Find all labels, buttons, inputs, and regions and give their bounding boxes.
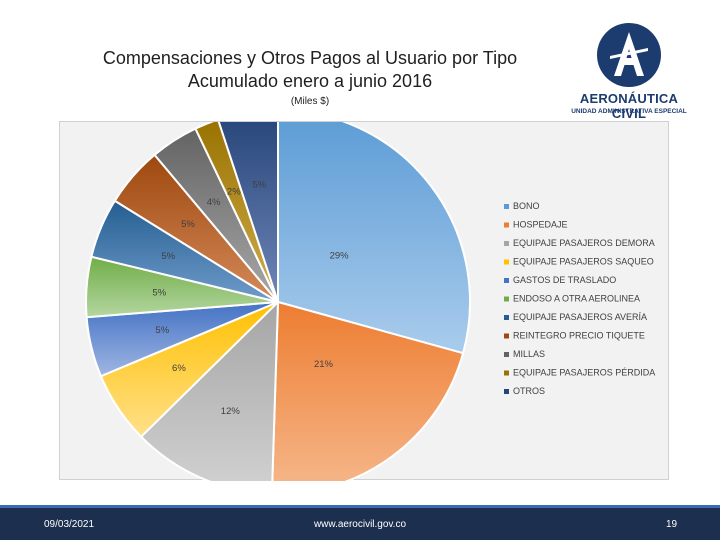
logo-subtitle: UNIDAD ADMINISTRATIVA ESPECIAL (571, 108, 687, 115)
legend-label: REINTEGRO PRECIO TIQUETE (513, 331, 645, 341)
pie-data-label: 5% (152, 288, 166, 299)
pie-slice-hospedaje (271, 300, 465, 481)
legend-label: HOSPEDAJE (513, 220, 568, 230)
pie-data-label: 2% (227, 187, 241, 198)
legend-swatch (504, 204, 509, 209)
pie-data-label: 21% (314, 359, 334, 370)
legend-label: EQUIPAJE PASAJEROS AVERÍA (513, 312, 647, 322)
legend-swatch (504, 296, 509, 302)
legend-label: GASTOS DE TRASLADO (513, 275, 616, 285)
pie-data-label: 4% (207, 197, 221, 208)
legend-swatch (504, 333, 509, 339)
legend-label: EQUIPAJE PASAJEROS SAQUEO (513, 257, 654, 267)
legend-swatch (504, 259, 509, 265)
legend-label: ENDOSO A OTRA AEROLINEA (513, 294, 640, 304)
pie-chart: 29% 21% 12% 6% 5% 5% 5% 5% 4% 2% 5% BONO HOSPEDAJE E… (85, 122, 655, 481)
chart-panel: 29% 21% 12% 6% 5% 5% 5% 5% 4% 2% 5% BONO HOSPEDAJE E… (59, 121, 669, 481)
pie-slice-equipaje-pasajeros-perdida (194, 122, 279, 303)
pie-data-label: 5% (181, 219, 195, 230)
footer-bar: 09/03/2021 www.aerocivil.gov.co 19 (0, 505, 720, 540)
pie-data-label: 5% (161, 251, 175, 262)
aerocivil-logo: AERONÁUTICA CIVIL UNIDAD ADMINISTRATIVA … (566, 22, 692, 122)
legend-label: EQUIPAJE PASAJEROS DEMORA (513, 238, 655, 248)
legend-swatch (504, 370, 509, 376)
pie-slice-otros (217, 122, 279, 303)
footer-page-number: 19 (666, 519, 678, 530)
chart-subtitle: (Miles $) (290, 96, 330, 107)
legend-swatch (504, 222, 509, 228)
pie-data-label: 12% (221, 406, 241, 417)
footer-stripe (0, 505, 720, 508)
logo-name: AERONÁUTICA CIVIL (579, 91, 679, 121)
pie-data-label: 29% (330, 251, 350, 262)
pie-slice-bono (277, 122, 471, 355)
legend-swatch (504, 241, 509, 246)
footer-date: 09/03/2021 (44, 519, 95, 530)
legend-swatch (504, 315, 509, 320)
legend-label: BONO (513, 201, 540, 211)
aerocivil-emblem-icon (597, 23, 661, 87)
legend-label: MILLAS (513, 349, 545, 359)
chart-title-line-1: Compensaciones y Otros Pagos al Usuario … (102, 48, 518, 68)
footer-url: www.aerocivil.gov.co (313, 519, 407, 530)
legend-label: OTROS (513, 386, 545, 396)
pie-slice-equipaje-pasajeros-demora (139, 299, 280, 481)
legend-swatch (504, 389, 509, 394)
legend-label: EQUIPAJE PASAJEROS PÉRDIDA (513, 368, 655, 378)
chart-title-line-2: Acumulado enero a junio 2016 (187, 71, 433, 91)
pie-data-label: 5% (155, 325, 169, 336)
legend-swatch (504, 278, 509, 283)
legend-swatch (504, 352, 509, 357)
pie-data-label: 5% (252, 180, 266, 191)
pie-data-label: 6% (172, 363, 186, 374)
